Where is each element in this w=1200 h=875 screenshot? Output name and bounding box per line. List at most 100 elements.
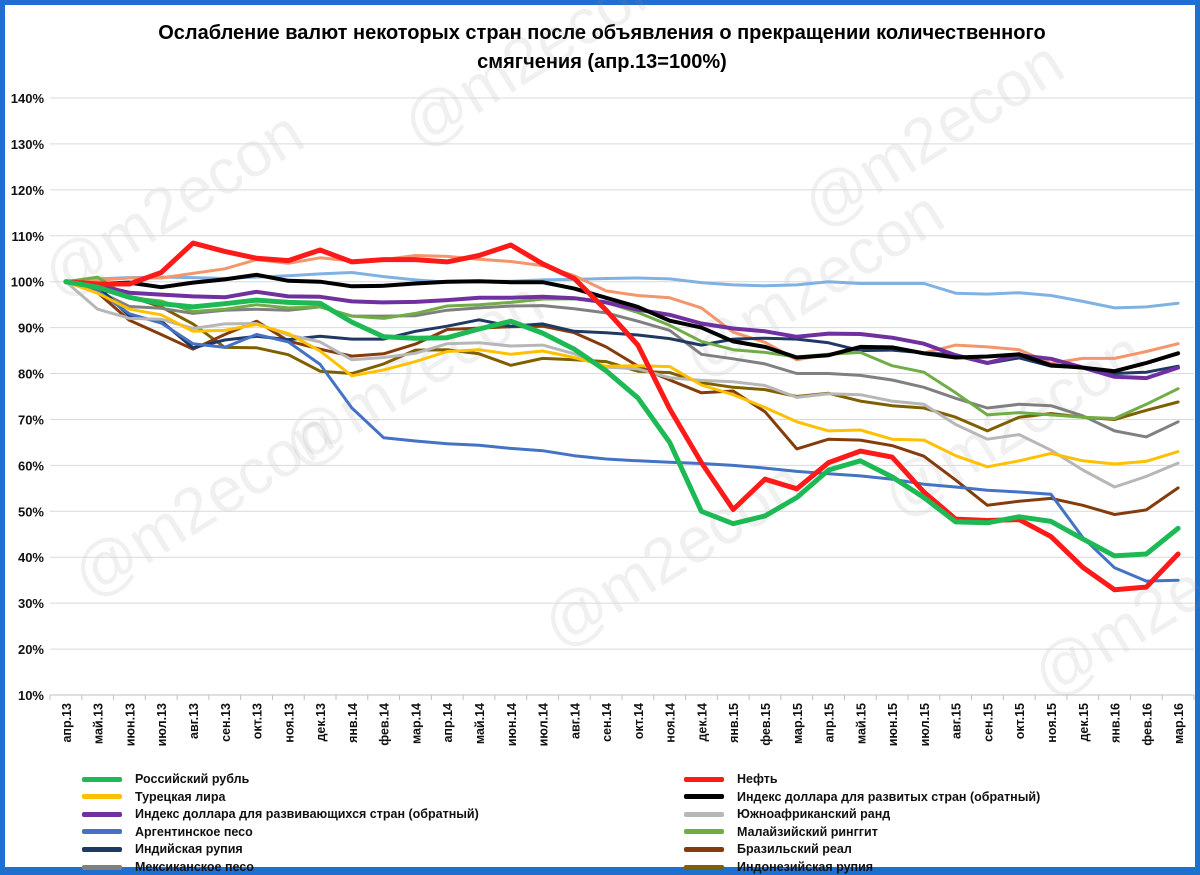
legend-label: Южноафриканский ранд: [737, 807, 891, 822]
legend-swatch: [684, 794, 724, 800]
legend-label: Турецкая лира: [135, 789, 226, 804]
legend-item: Индонезийская рупия: [684, 859, 873, 875]
x-tick-label: окт.14: [632, 703, 646, 739]
series-line-10: [64, 280, 1180, 439]
x-tick-label: окт.15: [1013, 703, 1027, 739]
legend-item: Нефть: [684, 771, 778, 787]
watermark-text: @m2econ: [1019, 496, 1200, 712]
legend-label: Индекс доллара для развитых стран (обрат…: [737, 789, 1041, 804]
x-tick-label: июл.14: [537, 703, 551, 746]
x-tick-label: апр.15: [823, 703, 837, 743]
legend-item: Южноафриканский ранд: [684, 806, 890, 822]
legend-swatch: [82, 846, 122, 852]
y-tick-label: 120%: [11, 183, 45, 198]
series-line-4: [63, 279, 1181, 381]
legend-item: Индекс доллара для развивающихся стран (…: [82, 806, 479, 822]
x-tick-label: май.15: [854, 703, 868, 744]
legend-item: Российский рубль: [82, 771, 249, 787]
x-tick-label: авг.14: [568, 703, 582, 739]
legend-swatch: [684, 776, 724, 782]
x-tick-label: май.13: [92, 703, 106, 744]
x-tick-label: окт.13: [251, 703, 265, 739]
y-tick-label: 110%: [11, 229, 44, 244]
legend-label: Мексиканское песо: [135, 860, 254, 874]
y-tick-label: 70%: [18, 412, 44, 427]
x-tick-label: фев.16: [1140, 703, 1154, 746]
x-tick-label: мар.16: [1172, 703, 1186, 744]
x-tick-label: авг.15: [950, 703, 964, 739]
series-line-0: [63, 279, 1181, 559]
y-axis: 10% 20% 30% 40% 50% 60% 70% 80% 90% 100% 110% 120% 1…: [11, 91, 45, 703]
x-tick-label: июл.15: [918, 703, 932, 746]
x-axis: апр.13 май.13 июн.13 июл.13 авг.13 сен.13 окт.…: [49, 694, 1195, 746]
x-tick-label: янв.15: [727, 703, 741, 743]
x-tick-label: сен.14: [600, 703, 614, 742]
x-tick-label: мар.14: [409, 703, 423, 744]
x-tick-label: сен.13: [219, 703, 233, 742]
legend-label: Индекс доллара для развивающихся стран (…: [135, 807, 479, 822]
chart-title-line-2: смягчения (апр.13=100%): [477, 51, 727, 73]
x-tick-label: янв.16: [1109, 703, 1123, 743]
series-line-2: [64, 280, 1180, 469]
legend-item: Малайзийский ринггит: [684, 824, 878, 840]
y-tick-label: 140%: [11, 91, 45, 106]
grid-lines: [50, 97, 1194, 696]
legend-item: Аргентинское песо: [82, 824, 253, 840]
legend-swatch: [684, 864, 724, 870]
y-tick-label: 10%: [18, 688, 44, 703]
x-tick-label: июн.13: [123, 703, 137, 746]
chart-frame: Ослабление валют некоторых стран после о…: [3, 3, 1197, 869]
legend-label: Российский рубль: [135, 772, 250, 786]
legend-swatch: [82, 864, 122, 870]
watermark-text: @m2econ: [389, 0, 675, 162]
y-tick-label: 80%: [18, 367, 44, 382]
x-tick-label: авг.13: [187, 703, 201, 739]
y-tick-label: 20%: [18, 642, 44, 657]
chart-title-line-1: Ослабление валют некоторых стран после о…: [158, 22, 1046, 44]
y-tick-label: 40%: [18, 550, 44, 565]
legend-item: Бразильский реал: [684, 841, 852, 857]
x-tick-label: сен.15: [981, 703, 995, 742]
series-line-12: [64, 254, 1180, 365]
series-line-6: [64, 280, 1180, 583]
legend-label: Индийская рупия: [135, 842, 243, 857]
legend-swatch: [684, 829, 724, 835]
y-tick-label: 50%: [18, 504, 44, 519]
y-tick-label: 100%: [11, 275, 45, 290]
series-line-3: [63, 272, 1181, 374]
x-tick-label: дек.15: [1077, 703, 1091, 742]
legend-swatch: [82, 811, 122, 817]
x-tick-label: дек.14: [695, 703, 709, 742]
x-tick-label: июл.13: [155, 703, 169, 746]
watermark-text: @m2econ: [59, 396, 345, 612]
legend-item: Индийская рупия: [82, 841, 243, 857]
x-tick-label: ноя.14: [664, 703, 678, 743]
x-tick-label: апр.14: [441, 703, 455, 743]
x-tick-label: мар.15: [791, 703, 805, 744]
legend-swatch: [684, 811, 724, 817]
legend-label: Малайзийский ринггит: [737, 824, 878, 839]
legend-label: Индонезийская рупия: [737, 860, 874, 874]
legend-item: Мексиканское песо: [82, 859, 254, 875]
x-tick-label: май.14: [473, 703, 487, 744]
x-tick-label: фев.15: [759, 703, 773, 746]
series-layer: [63, 240, 1181, 593]
x-tick-label: ноя.13: [282, 703, 296, 743]
y-tick-label: 130%: [11, 137, 45, 152]
series-line-5: [64, 280, 1180, 489]
legend-label: Бразильский реал: [737, 842, 852, 857]
legend-item: Турецкая лира: [82, 789, 225, 805]
x-tick-label: апр.13: [60, 703, 74, 743]
y-tick-label: 60%: [18, 458, 44, 473]
x-tick-label: июн.14: [505, 703, 519, 746]
legend-swatch: [82, 829, 122, 835]
y-tick-label: 30%: [18, 596, 44, 611]
legend-item: Индекс доллара для развитых стран (обрат…: [684, 789, 1040, 805]
legend-swatch: [82, 776, 122, 782]
x-tick-label: ноя.15: [1045, 703, 1059, 743]
legend-swatch: [684, 846, 724, 852]
legend-swatch: [82, 794, 122, 800]
chart-title: Ослабление валют некоторых стран после о…: [5, 19, 1199, 77]
watermark-text: @m2econ: [529, 446, 815, 662]
